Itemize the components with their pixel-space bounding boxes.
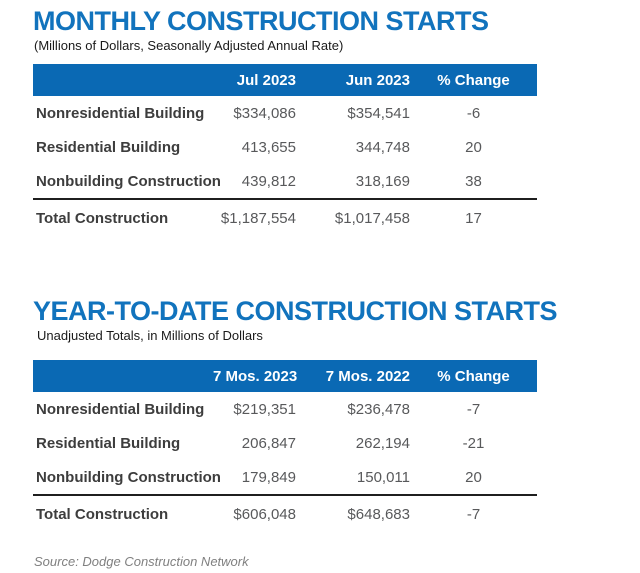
table-row-residential: Residential Building 413,655 344,748 20 [33, 130, 537, 164]
value-cell: $236,478 [347, 400, 410, 418]
row-label: Nonresidential Building [36, 104, 205, 122]
table-row-total: Total Construction $606,048 $648,683 -7 [33, 494, 537, 532]
ytd-title: YEAR-TO-DATE CONSTRUCTION STARTS [33, 296, 558, 326]
value-cell: 318,169 [355, 172, 410, 190]
value-cell: 413,655 [241, 138, 296, 156]
change-cell: 38 [465, 172, 482, 190]
ytd-table-header-row: 7 Mos. 2023 7 Mos. 2022 % Change [33, 360, 537, 392]
change-cell: -6 [466, 104, 481, 122]
row-label: Residential Building [36, 434, 181, 452]
ytd-subtitle: Unadjusted Totals, in Millions of Dollar… [37, 328, 263, 343]
value-cell: 439,812 [241, 172, 296, 190]
change-cell: 20 [465, 138, 482, 156]
monthly-subtitle: (Millions of Dollars, Seasonally Adjuste… [34, 38, 344, 53]
table-row-total: Total Construction $1,187,554 $1,017,458… [33, 198, 537, 236]
row-label: Nonbuilding Construction [36, 468, 221, 486]
row-label: Total Construction [36, 505, 169, 523]
change-cell: 20 [465, 468, 482, 486]
row-label: Nonresidential Building [36, 400, 205, 418]
monthly-table-header-row: Jul 2023 Jun 2023 % Change [33, 64, 537, 96]
table-row-nonresidential: Nonresidential Building $219,351 $236,47… [33, 392, 537, 426]
value-cell: 206,847 [241, 434, 296, 452]
value-cell: 262,194 [355, 434, 410, 452]
column-header-pct-change: % Change [437, 367, 510, 385]
value-cell: $648,683 [347, 505, 410, 523]
ytd-table: 7 Mos. 2023 7 Mos. 2022 % Change Nonresi… [33, 360, 537, 532]
table-row-residential: Residential Building 206,847 262,194 -21 [33, 426, 537, 460]
value-cell: $1,187,554 [220, 209, 296, 227]
table-row-nonbuilding: Nonbuilding Construction 439,812 318,169… [33, 164, 537, 198]
value-cell: 150,011 [356, 468, 410, 486]
monthly-title: MONTHLY CONSTRUCTION STARTS [33, 6, 489, 36]
value-cell: 179,849 [241, 468, 296, 486]
column-header-pct-change: % Change [437, 71, 510, 89]
value-cell: 344,748 [355, 138, 410, 156]
column-header-7mos-2023: 7 Mos. 2023 [213, 367, 298, 385]
change-cell: -21 [462, 434, 485, 452]
table-row-nonresidential: Nonresidential Building $334,086 $354,54… [33, 96, 537, 130]
row-label: Residential Building [36, 138, 181, 156]
table-row-nonbuilding: Nonbuilding Construction 179,849 150,011… [33, 460, 537, 494]
change-cell: -7 [466, 400, 481, 418]
column-header-7mos-2022: 7 Mos. 2022 [325, 367, 410, 385]
column-header-jun-2023: Jun 2023 [345, 71, 410, 89]
row-label: Nonbuilding Construction [36, 172, 221, 190]
change-cell: -7 [466, 505, 481, 523]
ytd-section: YEAR-TO-DATE CONSTRUCTION STARTS Unadjus… [33, 296, 640, 532]
change-cell: 17 [465, 209, 482, 227]
column-header-jul-2023: Jul 2023 [236, 71, 296, 89]
monthly-table: Jul 2023 Jun 2023 % Change Nonresidentia… [33, 64, 537, 236]
row-label: Total Construction [36, 209, 169, 227]
monthly-section: MONTHLY CONSTRUCTION STARTS (Millions of… [33, 6, 640, 236]
value-cell: $606,048 [233, 505, 296, 523]
value-cell: $1,017,458 [334, 209, 410, 227]
value-cell: $334,086 [233, 104, 296, 122]
source-note: Source: Dodge Construction Network [34, 554, 249, 569]
value-cell: $219,351 [233, 400, 296, 418]
value-cell: $354,541 [347, 104, 410, 122]
